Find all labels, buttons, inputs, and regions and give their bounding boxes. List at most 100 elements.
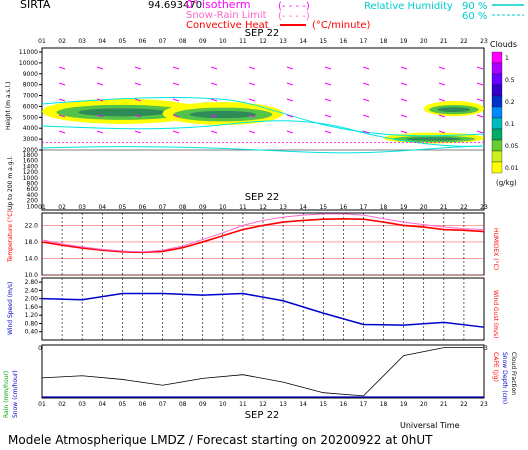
legend-convective: Convective Heat (186, 20, 269, 31)
top-hour-17: 17 (360, 38, 368, 45)
wind-tick-2.80: 2.80 (25, 279, 39, 286)
cloud-core-dark-2 (406, 137, 462, 141)
cloud-core-dark-1 (189, 110, 256, 119)
temp-hour-15: 15 (319, 204, 327, 211)
top-hour-06: 06 (139, 38, 147, 45)
lowheight-tick-1600: 1600 (23, 158, 38, 165)
wind-barb (476, 114, 484, 118)
wind-barb (134, 98, 142, 102)
lowheight-tick-800: 800 (27, 181, 39, 188)
wind-barb (324, 114, 332, 118)
rh-contour-2 (41, 120, 485, 147)
wind-barb (58, 98, 66, 102)
wind-barb (400, 66, 408, 70)
legend-convective-unit: (°C/minute) (312, 20, 371, 31)
wind-barb (438, 82, 446, 86)
wind-barb (476, 130, 484, 134)
top-hour-02: 02 (58, 38, 66, 45)
temp-hour-16: 16 (340, 204, 348, 211)
wind-speed-line (41, 292, 485, 328)
top-hour-10: 10 (219, 38, 227, 45)
temp-hour-23: 23 (480, 204, 488, 211)
legend-snow-rain: Snow-Rain Limit (186, 10, 267, 21)
wind-barb (400, 114, 408, 118)
cloudfrac-axis-label: Cloud Fraction (510, 352, 517, 395)
rain-bottom-hour-03: 03 (78, 401, 86, 408)
temp-hour-14: 14 (299, 204, 307, 211)
wind-barb (438, 114, 446, 118)
wind-barb (400, 98, 408, 102)
temp-axis-label: Temperature (°C) (7, 210, 14, 263)
height-tick-2000: 2000 (23, 147, 38, 154)
temp-hour-02: 02 (58, 204, 66, 211)
temp-hour-21: 21 (440, 204, 448, 211)
legend-isotherm: 0° isotherm (186, 0, 251, 11)
wind-barb (362, 82, 370, 86)
lowheight-tick-1000: 1000 (23, 175, 38, 182)
wind-barb (134, 130, 142, 134)
lowheight-tick-1200: 1200 (23, 169, 38, 176)
wind-barb (324, 98, 332, 102)
wind-barb (58, 82, 66, 86)
height-tick-6000: 6000 (23, 103, 38, 110)
wind-barb (400, 130, 408, 134)
temp-hour-11: 11 (239, 204, 247, 211)
temp-tick-14.0: 14.0 (25, 255, 39, 262)
wind-barb (210, 130, 218, 134)
temp-hour-01: 01 (38, 204, 46, 211)
wind-barb (286, 98, 294, 102)
wind-barb (476, 98, 484, 102)
wind-barb (58, 66, 66, 70)
top-hour-15: 15 (319, 38, 327, 45)
wind-barb (362, 114, 370, 118)
temp-series-1 (41, 213, 485, 253)
top-hour-07: 07 (159, 38, 167, 45)
wind-barb (248, 66, 256, 70)
cloud-panel-frame (41, 47, 485, 211)
temp-hour-13: 13 (279, 204, 287, 211)
rain-bottom-hour-04: 04 (98, 401, 106, 408)
top-hour-11: 11 (239, 38, 247, 45)
legend-rh-90: 90 % (462, 1, 487, 12)
rain-bottom-hour-14: 14 (299, 401, 307, 408)
colorbar-swatch (491, 128, 503, 141)
colorbar-swatch (491, 106, 503, 119)
top-hour-19: 19 (400, 38, 408, 45)
top-hour-08: 08 (179, 38, 187, 45)
wind-barb (476, 82, 484, 86)
lowheight-tick-1400: 1400 (23, 163, 38, 170)
wind-barb (210, 66, 218, 70)
colorbar-tick-0.5: 0.5 (505, 77, 515, 84)
wind-tick-1.60: 1.60 (25, 304, 39, 311)
colorbar-unit: (g/kg) (496, 179, 517, 187)
temp-hour-12: 12 (259, 204, 267, 211)
height-tick-4000: 4000 (23, 125, 38, 132)
wind-tick-2.40: 2.40 (25, 287, 39, 294)
colorbar-tick-0.1: 0.1 (505, 121, 515, 128)
top-hour-01: 01 (38, 38, 46, 45)
wind-barb (286, 82, 294, 86)
isotherm-symbol: (- - - -) (278, 1, 310, 12)
colorbar-swatch (491, 161, 503, 174)
wind-barb (58, 130, 66, 134)
wind-barb (172, 114, 180, 118)
colorbar-tick-0.01: 0.01 (505, 165, 519, 172)
cloud-fraction-line (41, 347, 484, 397)
top-hour-18: 18 (380, 38, 388, 45)
lowheight-tick-600: 600 (27, 186, 39, 193)
rain-bottom-hour-17: 17 (360, 401, 368, 408)
lowheight-tick-1800: 1800 (23, 152, 38, 159)
colorbar-title: Clouds (490, 40, 517, 49)
wind-barb (438, 130, 446, 134)
wind-barb (210, 82, 218, 86)
rain-bottom-hour-10: 10 (219, 401, 227, 408)
height-tick-9000: 9000 (23, 71, 38, 78)
wind-panel-frame (41, 277, 485, 341)
top-hour-16: 16 (340, 38, 348, 45)
wind-barb (286, 66, 294, 70)
wind-barb (210, 114, 218, 118)
lowheight-tick-100: 100 (27, 203, 39, 210)
temp-series-0 (41, 217, 485, 254)
temp-hour-19: 19 (400, 204, 408, 211)
wind-barb (134, 82, 142, 86)
